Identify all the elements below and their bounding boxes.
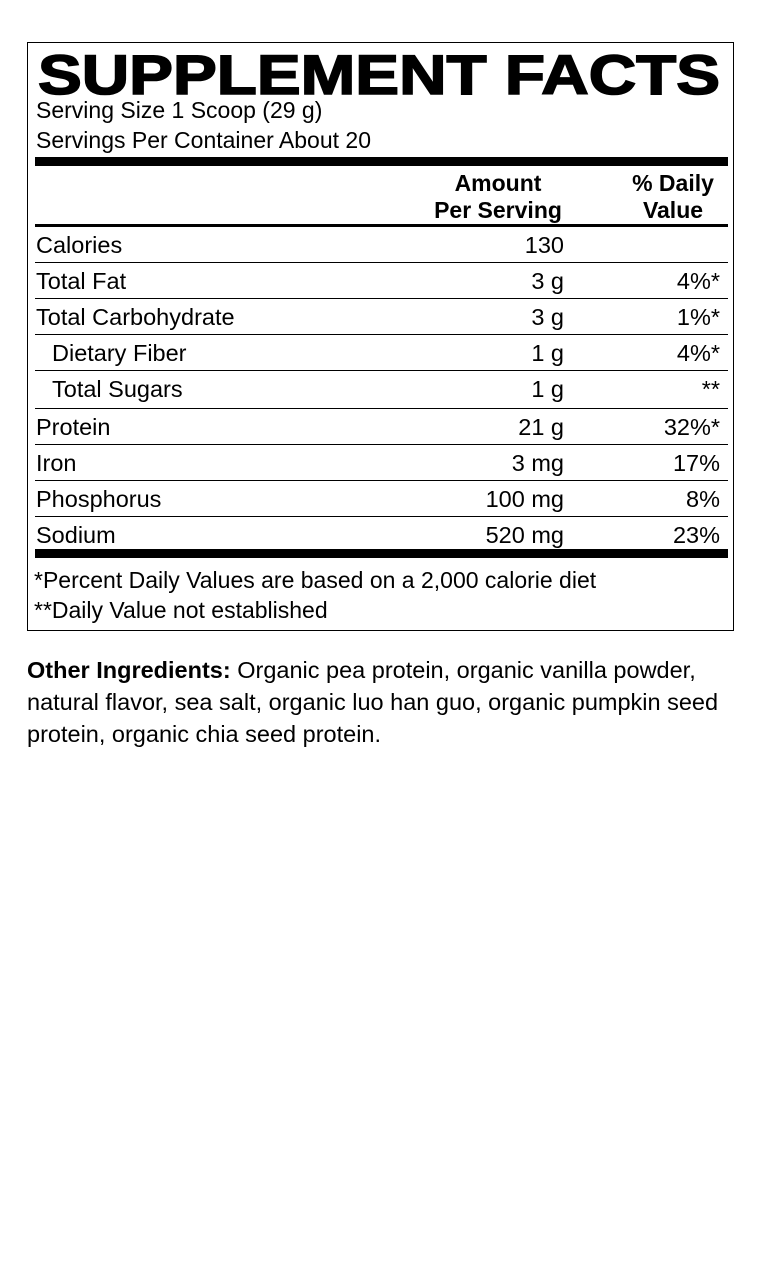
nutrient-daily-value: 4%*	[676, 340, 720, 366]
row-divider	[35, 443, 728, 445]
nutrient-name: Sodium	[36, 522, 116, 548]
row-divider	[35, 297, 728, 299]
row-divider	[35, 479, 728, 481]
dv-header-line2: Value	[642, 197, 704, 223]
amount-header-line1: Amount	[454, 170, 542, 196]
header-divider	[35, 224, 728, 227]
nutrient-name: Iron	[36, 450, 77, 476]
thick-divider-bottom	[35, 549, 728, 558]
nutrient-name: Total Sugars	[52, 376, 183, 402]
supplement-facts-panel: SUPPLEMENT FACTS Serving Size 1 Scoop (2…	[27, 42, 734, 631]
amount-header: Amount Per Serving	[398, 170, 598, 224]
nutrient-daily-value: 17%	[672, 450, 720, 476]
amount-header-line2: Per Serving	[434, 197, 562, 223]
ingredients-text: Organic pea protein, organic vanilla pow…	[27, 657, 719, 747]
nutrient-daily-value: 32%*	[663, 414, 720, 440]
footnote-percent-dv: *Percent Daily Values are based on a 2,0…	[34, 567, 597, 593]
nutrient-name: Calories	[36, 232, 123, 258]
nutrient-row: Phosphorus 100 mg 8%	[35, 481, 728, 517]
nutrient-name: Phosphorus	[36, 486, 162, 512]
nutrient-row: Dietary Fiber 1 g 4%*	[35, 335, 728, 371]
nutrient-daily-value: 23%	[672, 522, 720, 548]
nutrient-amount: 100 mg	[485, 486, 564, 512]
thick-divider	[35, 157, 728, 166]
panel-title: SUPPLEMENT FACTS	[38, 46, 721, 102]
nutrient-name: Total Carbohydrate	[36, 304, 235, 330]
nutrient-daily-value: 8%	[686, 486, 720, 512]
nutrient-row: Iron 3 mg 17%	[35, 445, 728, 481]
row-divider	[35, 333, 728, 335]
nutrient-name: Total Fat	[36, 268, 127, 294]
nutrient-amount: 520 mg	[485, 522, 564, 548]
daily-value-header: % Daily Value	[613, 170, 733, 224]
nutrient-row: Total Sugars 1 g **	[35, 371, 728, 409]
nutrient-daily-value: **	[701, 376, 720, 402]
nutrient-amount: 1 g	[531, 376, 564, 402]
footnote-dv-not-established: **Daily Value not established	[34, 597, 328, 623]
nutrient-daily-value: 4%*	[676, 268, 720, 294]
row-divider	[35, 407, 728, 409]
row-divider	[35, 515, 728, 517]
row-divider	[35, 261, 728, 263]
nutrient-amount: 3 mg	[511, 450, 564, 476]
nutrient-amount: 130	[524, 232, 564, 258]
nutrient-row: Sodium 520 mg 23%	[35, 517, 728, 549]
servings-per-container: Servings Per Container About 20	[36, 127, 371, 153]
nutrient-row: Protein 21 g 32%*	[35, 409, 728, 445]
nutrient-daily-value: 1%*	[676, 304, 720, 330]
other-ingredients: Other Ingredients: Organic pea protein, …	[27, 654, 737, 750]
nutrient-amount: 3 g	[531, 268, 564, 294]
nutrient-amount: 1 g	[531, 340, 564, 366]
svg-text:SUPPLEMENT FACTS: SUPPLEMENT FACTS	[38, 46, 720, 102]
nutrient-row: Total Carbohydrate 3 g 1%*	[35, 299, 728, 335]
nutrient-amount: 3 g	[531, 304, 564, 330]
serving-size: Serving Size 1 Scoop (29 g)	[36, 97, 323, 123]
row-divider	[35, 369, 728, 371]
nutrient-amount: 21 g	[518, 414, 564, 440]
ingredients-label: Other Ingredients:	[27, 657, 231, 683]
nutrient-name: Protein	[36, 414, 111, 440]
dv-header-line1: % Daily	[632, 170, 714, 196]
nutrient-row: Calories 130	[35, 227, 728, 263]
nutrient-name: Dietary Fiber	[52, 340, 187, 366]
nutrient-row: Total Fat 3 g 4%*	[35, 263, 728, 299]
